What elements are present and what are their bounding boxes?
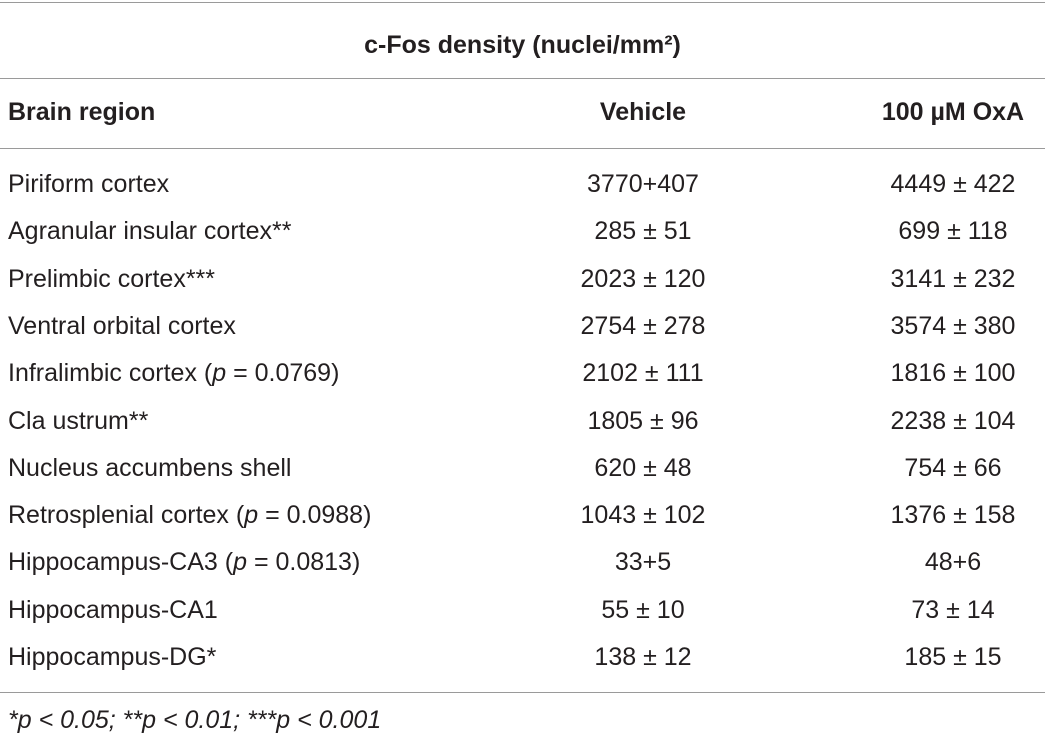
- region-text: Infralimbic cortex (: [8, 359, 213, 388]
- region-text: p: [233, 548, 247, 577]
- value-cell: 2238 ± 104: [890, 406, 1016, 435]
- value-cell: 2023 ± 120: [580, 264, 706, 293]
- value-cell: 699 ± 118: [898, 217, 1008, 246]
- region-text: Hippocampus-CA3 (: [8, 548, 234, 577]
- value-cell: 1376 ± 158: [890, 501, 1016, 530]
- value-cell: 55 ± 10: [601, 595, 685, 624]
- column-header: Brain region: [8, 98, 156, 126]
- value-cell: 33+5: [614, 548, 672, 577]
- region-text: = 0.0813): [247, 548, 361, 577]
- region-cell: Hippocampus-CA3 (p = 0.0813): [8, 547, 360, 577]
- footnote: *p < 0.05; **p < 0.01; ***p < 0.001: [8, 706, 382, 734]
- value-cell: 285 ± 51: [594, 217, 692, 246]
- region-text: = 0.0769): [226, 359, 340, 388]
- header-rule: [0, 148, 1045, 149]
- value-cell: 1805 ± 96: [587, 406, 699, 435]
- value-cell: 2102 ± 111: [582, 359, 704, 388]
- region-text: = 0.0988): [258, 501, 372, 530]
- value-cell: 1043 ± 102: [580, 501, 706, 530]
- value-cell: 3770+407: [587, 170, 699, 198]
- region-cell: Cla ustrum**: [8, 406, 149, 435]
- value-cell: 620 ± 48: [594, 453, 692, 482]
- region-text: Retrosplenial cortex (: [8, 501, 245, 530]
- value-cell: 48+6: [924, 548, 982, 577]
- region-cell: Retrosplenial cortex (p = 0.0988): [8, 500, 371, 530]
- region-text: p: [212, 359, 227, 388]
- title-rule: [0, 78, 1045, 79]
- region-cell: Nucleus accumbens shell: [8, 453, 292, 482]
- top-rule: [0, 2, 1045, 3]
- value-cell: 3574 ± 380: [890, 311, 1016, 340]
- value-cell: 185 ± 15: [904, 643, 1002, 671]
- value-cell: 2754 ± 278: [580, 311, 706, 340]
- value-cell: 138 ± 12: [594, 643, 692, 671]
- value-cell: 1816 ± 100: [890, 359, 1016, 388]
- region-cell: Piriform cortex: [8, 170, 170, 198]
- value-cell: 4449 ± 422: [890, 170, 1016, 198]
- value-cell: 73 ± 14: [911, 595, 995, 624]
- column-header: Vehicle: [599, 98, 687, 126]
- column-header: 100 µM OxA: [881, 98, 1025, 126]
- region-cell: Agranular insular cortex**: [8, 217, 292, 246]
- region-cell: Ventral orbital cortex: [8, 311, 236, 340]
- value-cell: 754 ± 66: [904, 453, 1002, 482]
- region-text: p: [244, 501, 259, 530]
- bottom-rule: [0, 692, 1045, 693]
- region-cell: Infralimbic cortex (p = 0.0769): [8, 358, 339, 388]
- region-cell: Hippocampus-DG*: [8, 643, 217, 671]
- region-cell: Prelimbic cortex***: [8, 264, 216, 293]
- table-title: c-Fos density (nuclei/mm²): [364, 31, 681, 59]
- value-cell: 3141 ± 232: [890, 264, 1016, 293]
- region-cell: Hippocampus-CA1: [8, 595, 218, 624]
